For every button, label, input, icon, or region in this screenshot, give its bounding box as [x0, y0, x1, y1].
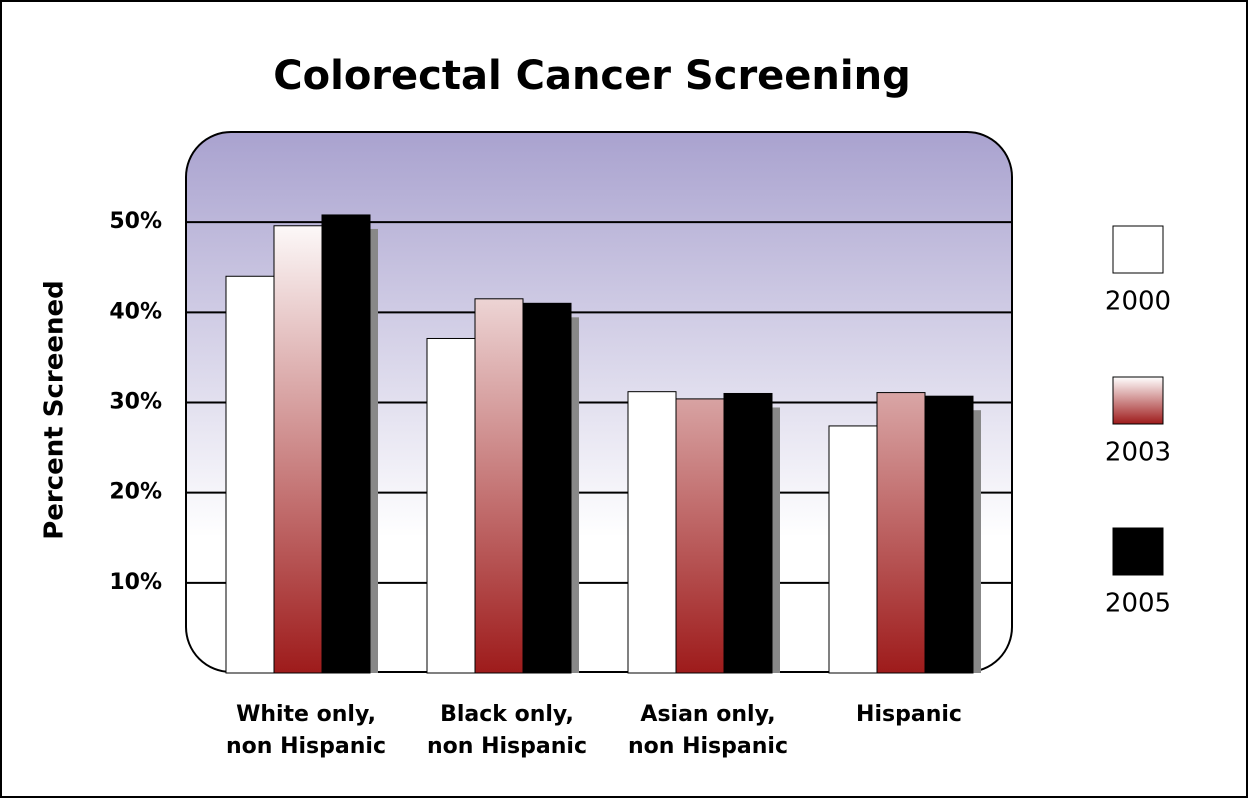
y-tick-label: 10% — [109, 570, 162, 595]
y-tick-label: 20% — [109, 480, 162, 505]
bar — [924, 395, 974, 674]
bar — [828, 425, 878, 674]
x-tick-label: non Hispanic — [226, 734, 386, 759]
legend-swatch — [1112, 527, 1164, 576]
bar — [627, 391, 677, 674]
bar — [876, 392, 926, 674]
y-tick-label: 30% — [109, 390, 162, 415]
x-tick-label: Black only, — [440, 702, 574, 727]
legend-label: 2000 — [1105, 287, 1171, 317]
y-tick-label: 40% — [109, 299, 162, 324]
x-tick-label: non Hispanic — [427, 734, 587, 759]
bar — [321, 214, 371, 674]
bar — [522, 302, 572, 674]
y-axis-label: Percent Screened — [40, 280, 70, 540]
x-tick-label: Hispanic — [856, 702, 962, 727]
x-tick-label: Asian only, — [640, 702, 775, 727]
bar — [474, 298, 524, 674]
y-tick-label: 50% — [109, 209, 162, 234]
legend-swatch — [1112, 376, 1164, 425]
bar — [426, 337, 476, 674]
x-tick-label: non Hispanic — [628, 734, 788, 759]
legend-label: 2005 — [1105, 589, 1171, 619]
bar — [723, 392, 773, 674]
bar — [675, 398, 725, 674]
legend-swatch — [1112, 225, 1164, 274]
bar — [225, 275, 275, 674]
chart-title: Colorectal Cancer Screening — [273, 53, 910, 99]
x-tick-label: White only, — [236, 702, 376, 727]
legend-label: 2003 — [1105, 438, 1171, 468]
bar — [273, 225, 323, 674]
